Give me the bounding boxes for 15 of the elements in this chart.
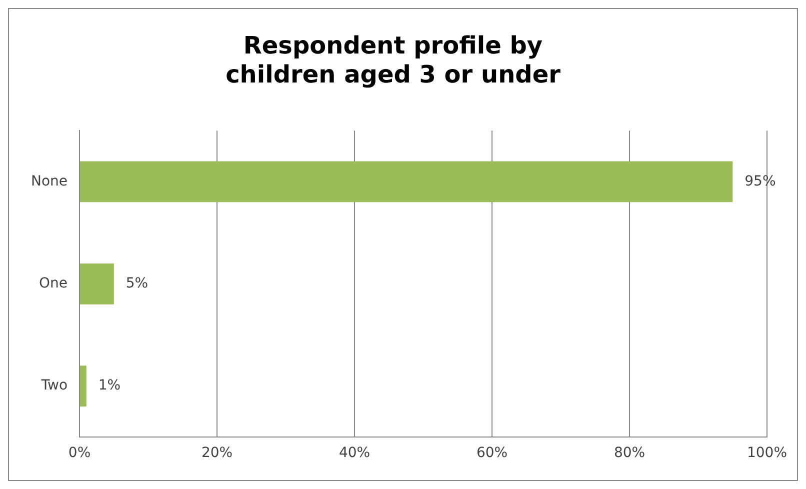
x-tick-label: 20% — [201, 445, 233, 462]
y-tick-label: Two — [40, 378, 68, 394]
y-tick-label: None — [30, 173, 68, 190]
bar — [80, 263, 114, 304]
bar — [80, 161, 733, 202]
data-label: 5% — [126, 276, 148, 292]
x-tick-label: 60% — [476, 445, 508, 462]
x-tick-label: 80% — [614, 445, 646, 462]
x-tick-label: 100% — [746, 445, 788, 462]
x-tick-label: 40% — [338, 445, 370, 462]
x-tick-label: 0% — [68, 445, 91, 462]
data-label: 1% — [98, 378, 121, 394]
y-tick-label: One — [39, 276, 68, 292]
bar — [80, 366, 86, 407]
chart-title: Respondent profile by children aged 3 or under — [226, 32, 561, 88]
